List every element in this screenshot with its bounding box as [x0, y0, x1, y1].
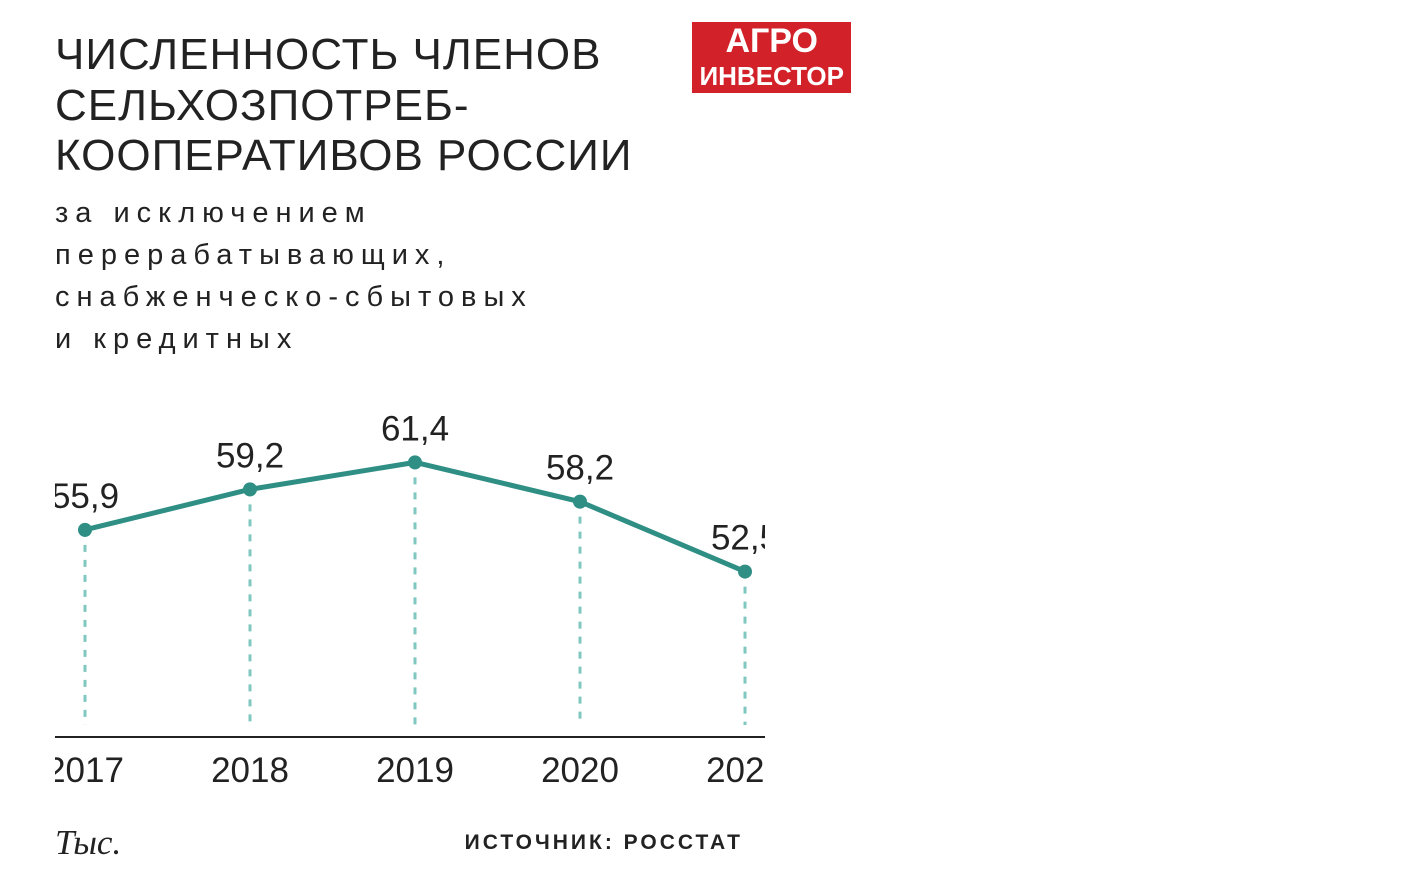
- publisher-logo: АГРО ИНВЕСТОР: [692, 22, 851, 93]
- value-label: 55,9: [55, 477, 119, 516]
- value-label: 59,2: [216, 436, 284, 475]
- logo-line-2: ИНВЕСТОР: [692, 61, 851, 93]
- line-chart: 55,9 59,2 61,4 58,2 52,5 2017 2018 2019 2020 2021: [55, 405, 1368, 815]
- header-row: ЧИСЛЕННОСТЬ ЧЛЕНОВСЕЛЬХОЗПОТРЕБ-КООПЕРАТ…: [55, 30, 1368, 360]
- value-label: 52,5: [711, 519, 765, 558]
- data-point: [243, 482, 257, 496]
- chart-title: ЧИСЛЕННОСТЬ ЧЛЕНОВСЕЛЬХОЗПОТРЕБ-КООПЕРАТ…: [55, 30, 632, 182]
- x-tick-label: 2020: [541, 751, 619, 790]
- x-tick-label: 2017: [55, 751, 124, 790]
- unit-label: Тыс.: [55, 823, 121, 863]
- value-label: 61,4: [381, 409, 449, 448]
- footer-row: Тыс. ИСТОЧНИК: РОССТАТ: [55, 823, 755, 863]
- logo-line-1: АГРО: [692, 22, 851, 61]
- chart-svg: 55,9 59,2 61,4 58,2 52,5 2017 2018 2019 2020 2021: [55, 405, 765, 815]
- title-block: ЧИСЛЕННОСТЬ ЧЛЕНОВСЕЛЬХОЗПОТРЕБ-КООПЕРАТ…: [55, 30, 632, 360]
- source-label: ИСТОЧНИК: РОССТАТ: [465, 831, 743, 855]
- source-value: РОССТАТ: [624, 831, 743, 854]
- x-tick-label: 2021: [706, 751, 765, 790]
- source-prefix: ИСТОЧНИК:: [465, 831, 615, 854]
- data-point: [738, 565, 752, 579]
- chart-container: ЧИСЛЕННОСТЬ ЧЛЕНОВСЕЛЬХОЗПОТРЕБ-КООПЕРАТ…: [0, 0, 1408, 874]
- data-point: [78, 523, 92, 537]
- x-tick-label: 2019: [376, 751, 454, 790]
- data-point: [573, 495, 587, 509]
- chart-subtitle: за исключениемперерабатывающих,снабженче…: [55, 192, 632, 360]
- x-tick-label: 2018: [211, 751, 289, 790]
- data-point: [408, 455, 422, 469]
- value-label: 58,2: [546, 449, 614, 488]
